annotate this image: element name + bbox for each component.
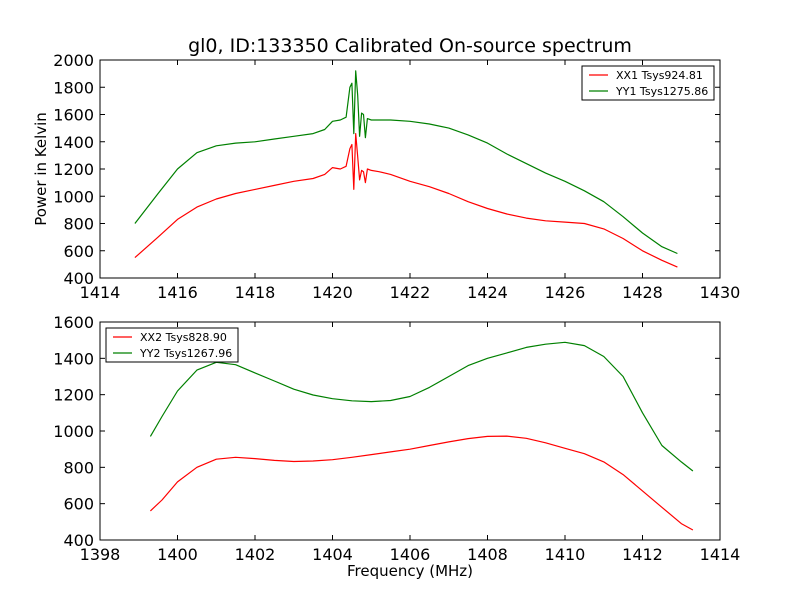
bottom-x-axis-label: Frequency (MHz) — [347, 562, 473, 580]
top-x-tick-label: 1426 — [545, 283, 586, 302]
top-x-tick-label: 1430 — [700, 283, 741, 302]
bottom-x-tick-label: 1414 — [700, 545, 741, 564]
bottom-legend-label-1: XX2 Tsys828.90 — [140, 331, 227, 344]
bottom-x-tick-label: 1406 — [390, 545, 431, 564]
top-x-tick-label: 1422 — [390, 283, 431, 302]
bottom-series-line-2 — [149, 341, 694, 472]
bottom-x-tick-label: 1402 — [235, 545, 276, 564]
top-x-tick-label: 1424 — [467, 283, 508, 302]
top-y-tick-label: 1400 — [53, 133, 94, 152]
bottom-plot-area: 1398 1400 1402 1404 1406 1408 1410 1412 1414 400 6… — [53, 313, 740, 564]
top-plot-area: 1414 1416 1418 1420 1422 1424 1426 1428 1430 400 6… — [53, 51, 740, 302]
bottom-y-tick-label: 400 — [63, 531, 94, 550]
bottom-y-tick-label: 1600 — [53, 313, 94, 332]
top-y-axis-label: Power in Kelvin — [32, 112, 50, 226]
bottom-x-tick-label: 1410 — [545, 545, 586, 564]
top-panel: gl0, ID:133350 Calibrated On-source spec… — [32, 35, 740, 302]
top-y-tick-label: 400 — [63, 269, 94, 288]
top-y-tick-label: 1800 — [53, 78, 94, 97]
bottom-y-tick-label: 1400 — [53, 349, 94, 368]
top-series-line-2 — [134, 70, 678, 255]
top-chart-title: gl0, ID:133350 Calibrated On-source spec… — [188, 35, 632, 57]
top-y-tick-label: 1200 — [53, 160, 94, 179]
top-y-tick-label: 1000 — [53, 187, 94, 206]
top-y-tick-label: 2000 — [53, 51, 94, 70]
top-x-tick-label: 1414 — [80, 283, 121, 302]
bottom-y-tick-label: 600 — [63, 495, 94, 514]
bottom-x-tick-label: 1412 — [622, 545, 663, 564]
top-y-tick-label: 1600 — [53, 106, 94, 125]
bottom-series-line-1 — [149, 435, 694, 531]
bottom-x-tick-label: 1398 — [80, 545, 121, 564]
top-legend-label-1: XX1 Tsys924.81 — [616, 69, 703, 82]
bottom-legend-box — [105, 327, 239, 363]
top-legend: XX1 Tsys924.81 YY1 Tsys1275.86 — [581, 65, 715, 101]
top-x-tick-label: 1420 — [312, 283, 353, 302]
bottom-legend: XX2 Tsys828.90 YY2 Tsys1267.96 — [105, 327, 239, 363]
top-legend-label-2: YY1 Tsys1275.86 — [615, 85, 708, 98]
bottom-panel: Frequency (MHz) 1398 1400 1402 1404 1406 1408… — [53, 313, 740, 580]
top-y-tick-label: 800 — [63, 215, 94, 234]
top-legend-box — [581, 65, 715, 101]
bottom-x-tick-label: 1404 — [312, 545, 353, 564]
top-x-tick-label: 1418 — [235, 283, 276, 302]
top-x-tick-label: 1416 — [157, 283, 198, 302]
top-y-tick-label: 600 — [63, 242, 94, 261]
top-series-line-1 — [134, 133, 678, 268]
bottom-y-tick-label: 1200 — [53, 386, 94, 405]
top-x-tick-label: 1428 — [622, 283, 663, 302]
bottom-y-tick-label: 1000 — [53, 422, 94, 441]
bottom-x-tick-label: 1408 — [467, 545, 508, 564]
bottom-y-tick-label: 800 — [63, 458, 94, 477]
bottom-legend-label-2: YY2 Tsys1267.96 — [139, 347, 232, 360]
bottom-x-tick-label: 1400 — [157, 545, 198, 564]
